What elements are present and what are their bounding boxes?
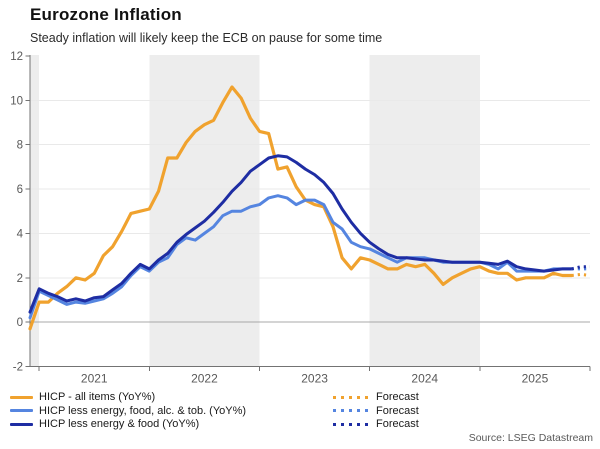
- legend-label: HICP less energy, food, alc. & tob. (YoY…: [39, 404, 247, 417]
- forecast-label: Forecast: [376, 418, 419, 431]
- chart-subtitle: Steady inflation will likely keep the EC…: [30, 31, 383, 45]
- svg-text:12: 12: [10, 51, 23, 63]
- legend-forecast-entry: Forecast: [333, 418, 419, 432]
- svg-text:2024: 2024: [411, 372, 438, 386]
- chart-title: Eurozone Inflation: [30, 5, 182, 24]
- svg-text:2021: 2021: [81, 372, 108, 386]
- svg-text:2025: 2025: [522, 372, 549, 386]
- dotted-swatch-darkblue: [333, 422, 371, 426]
- svg-text:6: 6: [17, 184, 23, 196]
- svg-text:8: 8: [17, 140, 23, 152]
- svg-text:-2: -2: [13, 361, 23, 373]
- svg-text:2: 2: [17, 273, 23, 285]
- forecast-label: Forecast: [376, 404, 419, 417]
- forecast-label: Forecast: [376, 391, 419, 403]
- dotted-swatch-orange: [333, 395, 371, 399]
- legend-label: HICP - all items (YoY%): [39, 391, 156, 403]
- chart-legend: HICP - all items (YoY%) Forecast HICP le…: [10, 391, 590, 432]
- legend-item-hicp-all: HICP - all items (YoY%) Forecast: [10, 391, 590, 405]
- svg-text:2022: 2022: [191, 372, 218, 386]
- line-swatch-lightblue: [10, 409, 33, 413]
- legend-forecast-entry: Forecast: [333, 391, 419, 405]
- svg-text:2023: 2023: [301, 372, 328, 386]
- page-title: Eurozone Inflation: [30, 5, 182, 25]
- svg-text:10: 10: [10, 95, 23, 107]
- line-swatch-darkblue: [10, 422, 33, 426]
- legend-forecast-entry: Forecast: [333, 405, 419, 419]
- source-attribution: Source: LSEG Datastream: [468, 432, 593, 444]
- legend-item-hicp-core: HICP less energy, food, alc. & tob. (YoY…: [10, 405, 590, 419]
- svg-text:0: 0: [17, 317, 23, 329]
- line-swatch-orange: [10, 395, 33, 399]
- legend-item-hicp-ex-energy-food: HICP less energy & food (YoY%) Forecast: [10, 418, 590, 432]
- svg-text:4: 4: [17, 228, 24, 240]
- legend-label: HICP less energy & food (YoY%): [39, 418, 200, 431]
- dotted-swatch-lightblue: [333, 409, 371, 413]
